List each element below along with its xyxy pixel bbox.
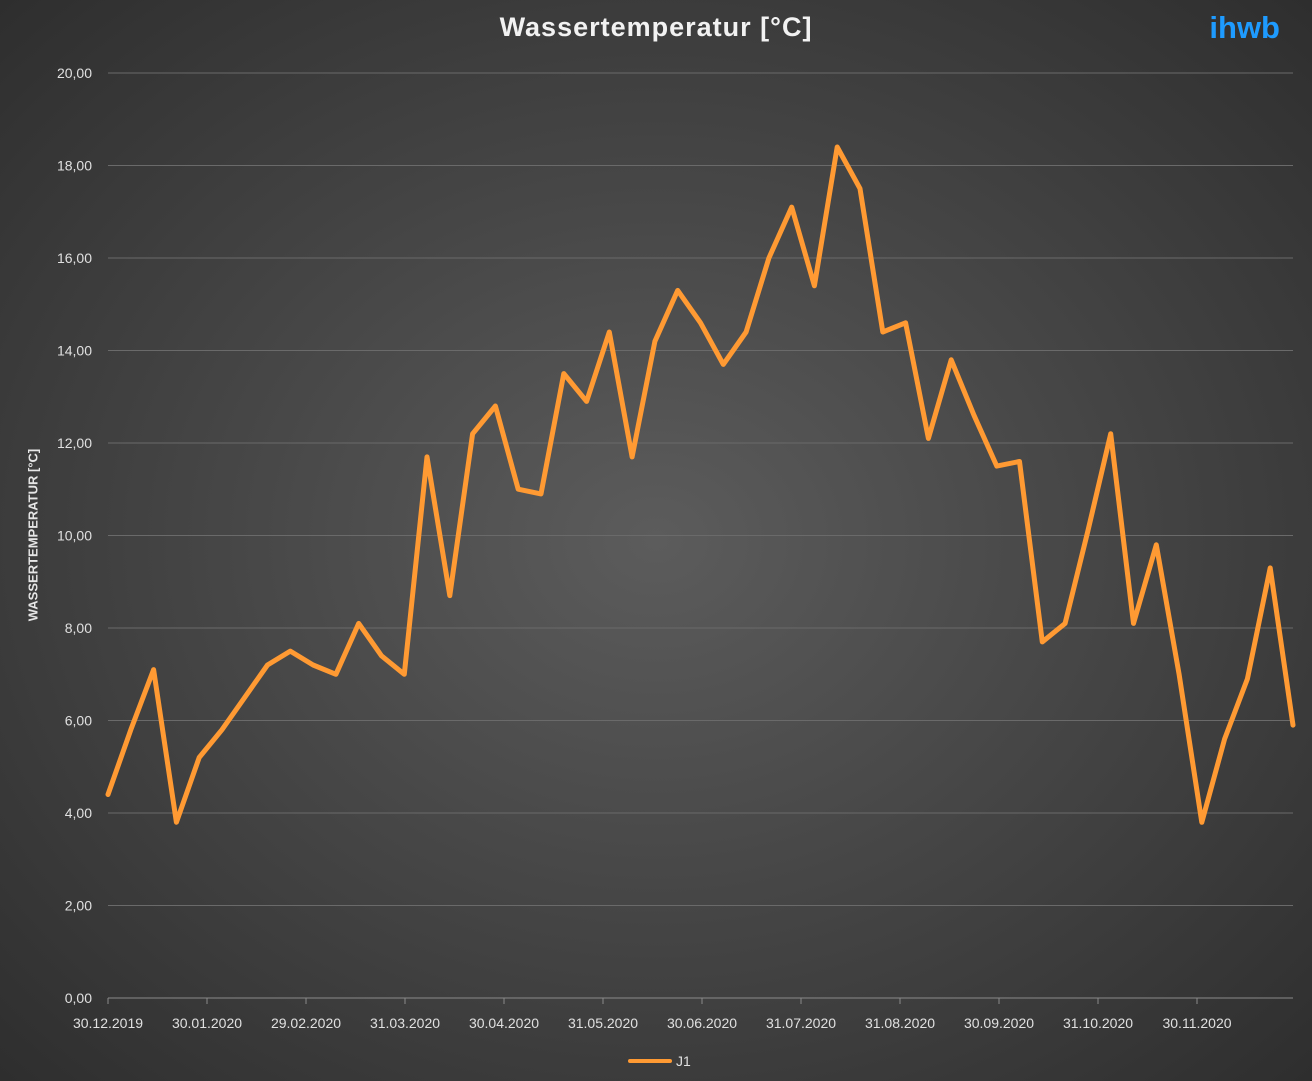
x-tick-label: 31.07.2020 (766, 1015, 836, 1031)
x-tick-label: 31.03.2020 (370, 1015, 440, 1031)
legend-label: J1 (676, 1053, 691, 1069)
legend[interactable]: J1 (628, 1053, 691, 1069)
y-tick-label: 14,00 (57, 343, 92, 359)
x-tick-label: 29.02.2020 (271, 1015, 341, 1031)
x-tick-label: 30.11.2020 (1162, 1015, 1231, 1031)
x-tick-label: 31.10.2020 (1063, 1015, 1133, 1031)
x-tick-label: 30.09.2020 (964, 1015, 1034, 1031)
x-tick-label: 30.06.2020 (667, 1015, 737, 1031)
y-tick-label: 20,00 (57, 65, 92, 81)
x-tick-label: 30.04.2020 (469, 1015, 539, 1031)
brand-logo: ihwb (1209, 10, 1280, 45)
y-tick-label: 2,00 (65, 898, 92, 914)
chart-title: Wassertemperatur [°C] (499, 12, 813, 42)
x-tick-label: 30.01.2020 (172, 1015, 242, 1031)
y-tick-label: 12,00 (57, 435, 92, 451)
y-tick-label: 8,00 (65, 620, 92, 636)
y-tick-label: 0,00 (65, 990, 92, 1006)
y-tick-label: 4,00 (65, 805, 92, 821)
x-tick-label: 30.12.2019 (73, 1015, 143, 1031)
series-line-j1 (105, 144, 1296, 825)
legend-swatch (628, 1059, 672, 1063)
x-tick-label: 31.05.2020 (568, 1015, 638, 1031)
y-tick-label: 10,00 (57, 528, 92, 544)
x-tick-label: 31.08.2020 (865, 1015, 935, 1031)
y-tick-label: 16,00 (57, 250, 92, 266)
y-tick-label: 6,00 (65, 713, 92, 729)
y-tick-label: 18,00 (57, 158, 92, 174)
